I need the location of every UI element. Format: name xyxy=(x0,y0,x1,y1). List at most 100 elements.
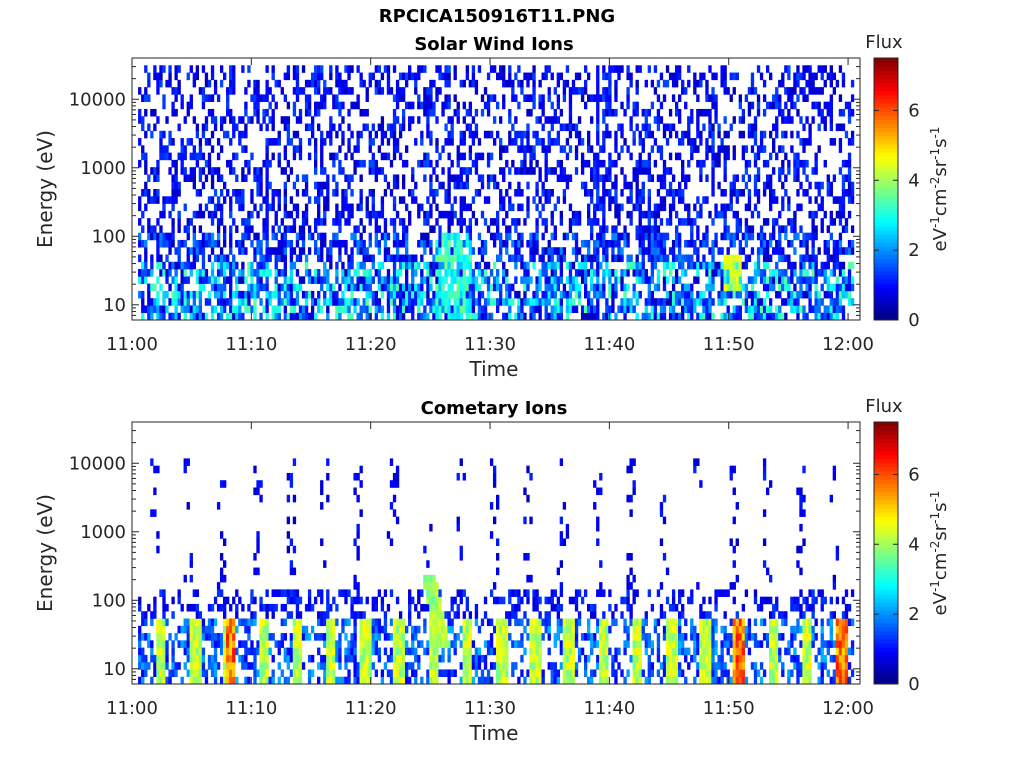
spectrogram-cell xyxy=(150,254,154,263)
spectrogram-cell xyxy=(286,101,291,110)
spectrogram-cell xyxy=(256,269,260,277)
spectrogram-cell xyxy=(662,232,667,241)
spectrogram-cell xyxy=(247,662,251,670)
spectrogram-cell xyxy=(486,159,491,168)
spectrogram-cell xyxy=(168,298,172,306)
spectrogram-cell xyxy=(301,189,306,197)
spectrogram-cell xyxy=(790,145,794,153)
spectrogram-cell xyxy=(644,247,648,255)
spectrogram-cell xyxy=(180,625,184,634)
spectrogram-cell xyxy=(671,94,676,102)
spectrogram-cell xyxy=(401,94,406,102)
spectrogram-cell xyxy=(802,269,806,277)
spectrogram-cell xyxy=(605,305,609,314)
spectrogram-cell xyxy=(310,130,315,139)
spectrogram-cell xyxy=(571,123,576,132)
spectrogram-cell xyxy=(699,138,703,146)
spectrogram-cell xyxy=(665,79,670,88)
spectrogram-cell xyxy=(347,203,351,212)
spectrogram-cell xyxy=(620,189,624,197)
spectrogram-cell xyxy=(465,181,469,190)
spectrogram-cell xyxy=(462,101,466,110)
spectrogram-cell xyxy=(517,312,521,321)
spectrogram-cell xyxy=(332,152,336,161)
spectrogram-cell xyxy=(505,210,509,219)
spectrogram-cell xyxy=(547,130,551,139)
spectrogram-cell xyxy=(383,232,388,241)
spectrogram-cell xyxy=(371,603,375,612)
spectrogram-cell xyxy=(635,189,639,197)
spectrogram-cell xyxy=(317,269,321,277)
spectrogram-cell xyxy=(829,79,833,88)
spectrogram-cell xyxy=(644,305,648,314)
spectrogram-cell xyxy=(353,640,357,648)
spectrogram-cell xyxy=(711,167,715,175)
spectrogram-cell xyxy=(605,123,609,132)
spectrogram-cell xyxy=(644,79,648,88)
spectrogram-cell xyxy=(778,79,782,88)
spectrogram-cell xyxy=(210,247,215,255)
spectrogram-cell xyxy=(232,152,236,161)
spectrogram-cell xyxy=(265,87,269,95)
colorbar-step xyxy=(874,74,898,79)
spectrogram-cell xyxy=(817,181,821,190)
spectrogram-cell xyxy=(623,269,627,277)
spectrogram-cell xyxy=(529,72,533,81)
spectrogram-cell xyxy=(229,138,233,146)
spectrogram-cell xyxy=(453,298,457,306)
spectrogram-cell xyxy=(662,174,667,183)
spectrogram-cell xyxy=(620,232,624,241)
spectrogram-cell xyxy=(262,254,266,263)
spectrogram-cell xyxy=(711,181,715,190)
spectrogram-cell xyxy=(699,239,703,248)
spectrogram-cell xyxy=(781,254,785,263)
spectrogram-cell xyxy=(781,203,785,212)
spectrogram-cell xyxy=(762,276,767,284)
spectrogram-cell xyxy=(359,261,363,270)
spectrogram-cell xyxy=(210,603,215,612)
spectrogram-cell xyxy=(368,276,372,284)
spectrogram-cell xyxy=(241,618,245,627)
spectrogram-cell xyxy=(450,210,454,219)
spectrogram-cell xyxy=(320,159,324,168)
spectrogram-cell xyxy=(356,130,360,139)
spectrogram-cell xyxy=(671,276,676,284)
spectrogram-cell xyxy=(277,589,281,597)
spectrogram-cell xyxy=(423,305,427,314)
spectrogram-cell xyxy=(383,239,388,248)
spectrogram-cell xyxy=(668,123,673,132)
spectrogram-cell xyxy=(329,65,333,73)
spectrogram-cell xyxy=(247,625,251,634)
spectrogram-cell xyxy=(168,152,172,161)
spectrogram-cell xyxy=(195,72,200,81)
spectrogram-cell xyxy=(632,261,636,270)
spectrogram-cell xyxy=(256,290,260,299)
spectrogram-cell xyxy=(838,283,843,292)
spectrogram-cell xyxy=(520,261,524,270)
spectrogram-cell xyxy=(781,196,785,204)
spectrogram-cell xyxy=(647,130,651,139)
spectrogram-cell xyxy=(219,647,224,656)
spectrogram-cell xyxy=(562,94,567,102)
spectrogram-cell xyxy=(626,196,630,204)
spectrogram-cell xyxy=(775,94,779,102)
spectrogram-cell xyxy=(353,283,357,292)
spectrogram-cell xyxy=(277,159,281,168)
spectrogram-cell xyxy=(168,247,172,255)
spectrogram-cell xyxy=(644,232,648,241)
spectrogram-cell xyxy=(398,239,403,248)
spectrogram-cell xyxy=(638,189,642,197)
spectrogram-cell xyxy=(702,254,706,263)
spectrogram-cell xyxy=(741,152,746,161)
spectrogram-cell xyxy=(602,116,606,124)
spectrogram-cell xyxy=(717,210,721,219)
spectrogram-cell xyxy=(395,116,400,124)
spectrogram-cell xyxy=(571,79,576,88)
spectrogram-cell xyxy=(171,298,175,306)
spectrogram-cell xyxy=(350,312,354,321)
spectrogram-cell xyxy=(344,662,348,670)
spectrogram-cell xyxy=(241,269,245,277)
spectrogram-cell xyxy=(408,283,412,292)
spectrogram-cell xyxy=(283,254,287,263)
spectrogram-cell xyxy=(829,218,833,226)
